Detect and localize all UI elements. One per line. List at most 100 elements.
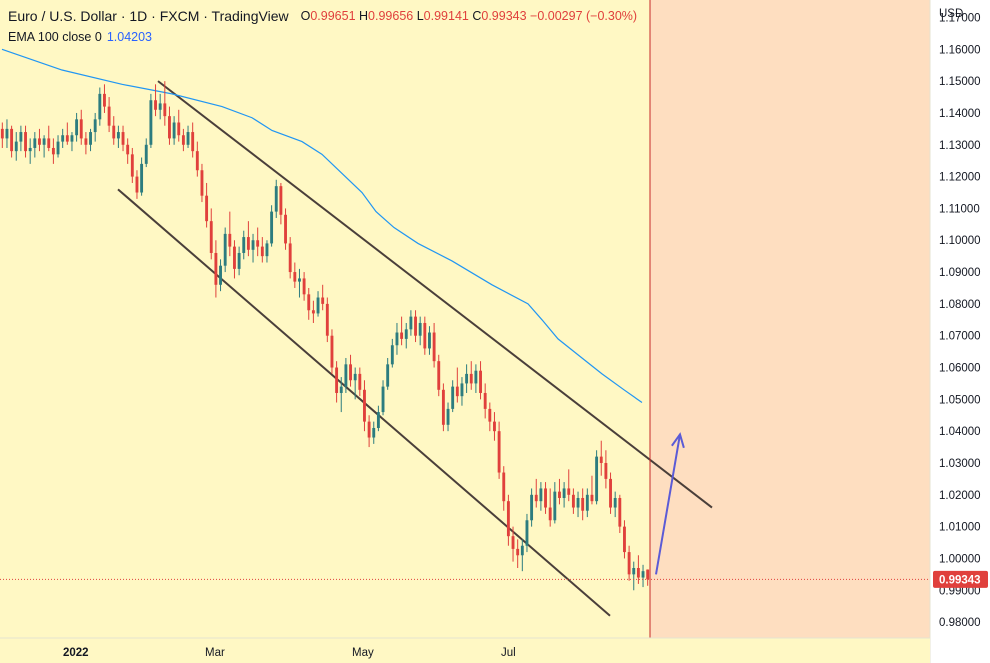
candle[interactable] xyxy=(158,93,162,120)
candle[interactable] xyxy=(363,380,366,432)
candle[interactable] xyxy=(404,322,408,349)
candle[interactable] xyxy=(441,383,445,432)
candle[interactable] xyxy=(307,287,311,320)
candle[interactable] xyxy=(353,367,357,400)
candle[interactable] xyxy=(423,316,427,355)
candle[interactable] xyxy=(627,545,631,581)
candle[interactable] xyxy=(418,316,422,346)
candle[interactable] xyxy=(548,488,552,527)
candle[interactable] xyxy=(181,128,185,152)
candle[interactable] xyxy=(126,138,130,164)
candle[interactable] xyxy=(191,122,195,158)
candle[interactable] xyxy=(51,138,55,164)
candle[interactable] xyxy=(135,170,139,199)
candle[interactable] xyxy=(237,246,241,276)
candle[interactable] xyxy=(414,310,417,343)
candle[interactable] xyxy=(437,354,441,397)
candle[interactable] xyxy=(288,237,292,279)
candle[interactable] xyxy=(325,297,329,343)
candle[interactable] xyxy=(632,561,636,591)
candle[interactable] xyxy=(432,322,436,368)
candle[interactable] xyxy=(270,205,274,247)
candle[interactable] xyxy=(590,475,594,505)
candle[interactable] xyxy=(344,357,348,393)
candle[interactable] xyxy=(321,284,325,311)
candle[interactable] xyxy=(474,364,478,393)
candle[interactable] xyxy=(33,132,37,158)
candle[interactable] xyxy=(19,125,23,152)
candle[interactable] xyxy=(205,182,209,228)
candle[interactable] xyxy=(47,125,51,152)
candle[interactable] xyxy=(451,380,455,413)
candle[interactable] xyxy=(316,291,320,317)
candle[interactable] xyxy=(506,494,510,546)
symbol-title[interactable]: Euro / U.S. Dollar · 1D · FXCM · Trading… xyxy=(8,8,289,24)
candle[interactable] xyxy=(460,377,464,406)
candle[interactable] xyxy=(98,87,102,126)
candle[interactable] xyxy=(172,116,176,145)
ema-line[interactable] xyxy=(1,48,643,404)
candle[interactable] xyxy=(274,179,278,218)
candle[interactable] xyxy=(488,402,492,432)
candle[interactable] xyxy=(376,405,380,432)
candle[interactable] xyxy=(502,466,506,511)
candle[interactable] xyxy=(613,491,617,518)
candle[interactable] xyxy=(400,316,404,346)
candle[interactable] xyxy=(516,539,520,568)
candle[interactable] xyxy=(38,128,41,152)
candle[interactable] xyxy=(209,208,213,260)
candle[interactable] xyxy=(93,112,97,142)
candle[interactable] xyxy=(544,482,547,514)
candle[interactable] xyxy=(24,125,27,158)
candle[interactable] xyxy=(195,141,199,177)
candle[interactable] xyxy=(581,488,585,521)
candle[interactable] xyxy=(469,361,473,390)
candle[interactable] xyxy=(534,478,538,508)
candle[interactable] xyxy=(144,138,148,168)
candle[interactable] xyxy=(200,163,204,203)
candle[interactable] xyxy=(585,488,589,518)
candle[interactable] xyxy=(330,329,334,374)
candle[interactable] xyxy=(553,482,557,524)
candle[interactable] xyxy=(75,112,79,142)
candle[interactable] xyxy=(479,361,482,400)
candle[interactable] xyxy=(79,109,83,145)
candle[interactable] xyxy=(103,84,106,113)
candle[interactable] xyxy=(609,472,612,514)
candle[interactable] xyxy=(84,132,88,155)
candle[interactable] xyxy=(223,227,227,273)
projection-arrow-shaft[interactable] xyxy=(655,434,681,575)
candle[interactable] xyxy=(140,157,144,196)
candle[interactable] xyxy=(339,377,343,413)
candle[interactable] xyxy=(381,380,385,416)
candle[interactable] xyxy=(497,421,501,479)
candle[interactable] xyxy=(219,259,222,292)
candle[interactable] xyxy=(121,125,125,152)
candle[interactable] xyxy=(279,182,283,225)
candle[interactable] xyxy=(493,412,496,441)
candle[interactable] xyxy=(335,361,339,403)
candle[interactable] xyxy=(390,338,394,368)
candle[interactable] xyxy=(595,450,599,505)
candle[interactable] xyxy=(0,122,4,148)
candle[interactable] xyxy=(154,84,157,117)
candle[interactable] xyxy=(256,227,260,257)
candle[interactable] xyxy=(483,383,487,419)
candle[interactable] xyxy=(455,367,459,403)
candle[interactable] xyxy=(186,125,190,148)
candle[interactable] xyxy=(163,81,167,126)
candle[interactable] xyxy=(107,97,111,133)
candle[interactable] xyxy=(520,539,524,572)
candle[interactable] xyxy=(251,233,255,263)
candle[interactable] xyxy=(293,262,297,288)
candle[interactable] xyxy=(358,367,362,397)
candle[interactable] xyxy=(641,564,645,588)
candle[interactable] xyxy=(539,482,543,511)
candle[interactable] xyxy=(349,354,352,387)
candle[interactable] xyxy=(28,138,32,164)
candle[interactable] xyxy=(168,106,171,145)
candle[interactable] xyxy=(130,147,134,183)
channel-line-upper[interactable] xyxy=(157,80,713,509)
candle[interactable] xyxy=(372,421,376,444)
